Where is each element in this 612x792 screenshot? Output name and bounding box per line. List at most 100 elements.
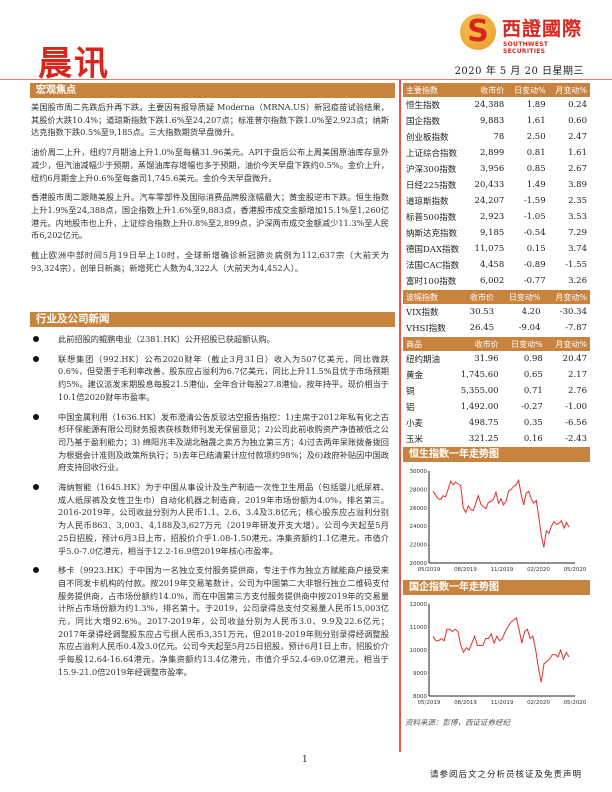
table-cell: 9,883	[479, 116, 505, 126]
table-row: 恒生指数 24,388 1.89 0.24	[403, 97, 590, 113]
table-cell: 498.75	[468, 418, 499, 428]
table-cell: -2.43	[565, 434, 587, 444]
table-row: 黄金 1,745.60 0.65 2.17	[403, 367, 590, 383]
table-cell: 上证综合指数	[406, 149, 458, 159]
news-item: 联想集团（992.HK）公布2020财年（截止3月31日）收入为507亿美元，同…	[31, 353, 389, 404]
table-cell: 玉米	[406, 435, 424, 445]
table-cell: 创业板指数	[406, 133, 449, 143]
disclaimer-note: 请参阅后文之分析员核证及免责声明	[429, 770, 582, 780]
report-date: 2020 年 5 月 20 日星期三	[454, 66, 584, 77]
column-header: 主要指数	[403, 83, 469, 97]
table-cell: 3.53	[568, 212, 587, 222]
page-number: 1	[302, 755, 308, 765]
column-header: 日变动%	[507, 83, 549, 97]
macro-section: 美国股市周二先跌后升再下跌。主要因有报导质疑 Moderna（MRNA.US）新…	[31, 101, 389, 281]
table-cell: 0.15	[526, 244, 546, 254]
y-tick-label: 26000	[410, 506, 428, 512]
table-cell: 2.35	[568, 196, 587, 206]
macro-paragraph: 香港股市周二跟随美股上升。汽车零部件及国际消费品牌股涨幅最大；黄金股逆市下跌。恒…	[31, 192, 389, 241]
table-cell: 1.61	[568, 148, 587, 158]
table-cell: 20,433	[474, 180, 505, 190]
column-header: 月变动%	[543, 290, 590, 304]
logo-emblem-icon	[460, 14, 496, 50]
table-row: 沪深300指数 3,956 0.85 2.67	[403, 161, 590, 177]
table-row: 标普500指数 2,923 -1.05 3.53	[403, 209, 590, 225]
page-title: 晨讯	[38, 44, 110, 84]
table-cell: 4.20	[521, 307, 541, 317]
macro-paragraph: 美国股市周二先跌后升再下跌。主要因有报导质疑 Moderna（MRNA.US）新…	[31, 102, 389, 138]
table-cell: 2,899	[479, 148, 505, 158]
table-cell: 黄金	[406, 371, 424, 381]
x-tick-label: 05/2019	[418, 700, 441, 706]
table-cell: 6,002	[479, 276, 505, 286]
column-header: 收市价	[468, 83, 508, 97]
x-tick-label: 08/2019	[454, 567, 477, 573]
table-cell: 1.49	[526, 180, 546, 190]
y-tick-label: 10000	[410, 648, 428, 654]
table-cell: 富时100指数	[406, 277, 457, 287]
x-tick-label: 05/2020	[564, 567, 587, 573]
table-row: 德国DAX指数 11,075 0.15 3.74	[403, 241, 590, 257]
table-cell: -1.59	[523, 196, 546, 206]
bullet-icon	[33, 413, 39, 420]
table-cell: -1.05	[523, 212, 546, 222]
table-header-row: 波幅指数 收市价 日变动% 月变动%	[403, 290, 590, 304]
y-tick-label: 22000	[410, 543, 428, 549]
bullet-icon	[33, 484, 39, 491]
table-cell: 法国CAC指数	[406, 261, 460, 271]
table-cell: 2,923	[479, 212, 505, 222]
table-cell: 日经225指数	[406, 181, 457, 191]
news-list: 此前招股的鲲鹏电业（2381.HK）公开招股已获超额认购。 联想集团（992.H…	[31, 333, 389, 686]
table-cell: -9.04	[518, 323, 541, 333]
table-cell: 纳斯达克指数	[406, 229, 458, 239]
column-header: 日变动%	[501, 337, 546, 351]
news-heading: 行业及公司新闻	[30, 312, 395, 327]
table-cell: 7.29	[568, 228, 587, 238]
table-row: 上证综合指数 2,899 0.81 1.61	[403, 145, 590, 161]
news-text: 海纳智能（1645.HK）为于中国从事设计及生产制造一次性卫生用品（包括婴儿纸尿…	[58, 482, 389, 556]
table-cell: 0.24	[568, 100, 587, 110]
news-item: 海纳智能（1645.HK）为于中国从事设计及生产制造一次性卫生用品（包括婴儿纸尿…	[31, 481, 389, 557]
y-tick-label: 24000	[410, 524, 428, 530]
table-cell: 0.60	[568, 116, 587, 126]
y-tick-label: 8000	[413, 694, 427, 700]
table-cell: 0.65	[523, 370, 543, 380]
table-row: 富时100指数 6,002 -0.77 3.26	[403, 273, 590, 289]
y-tick-label: 9000	[413, 671, 427, 677]
y-tick-label: 20000	[410, 561, 428, 567]
table-cell: 2.76	[568, 386, 587, 396]
y-tick-label: 28000	[410, 487, 428, 493]
table-row: 铝 1,492.00 -0.27 -1.00	[403, 399, 590, 415]
table-cell: -30.34	[559, 307, 587, 317]
table-cell: 0.85	[526, 164, 546, 174]
table-cell: 5,355.00	[460, 386, 499, 396]
table-cell: -1.00	[565, 402, 587, 412]
table-cell: -0.77	[523, 276, 546, 286]
news-text: 移卡（9923.HK）于中国为一名独立支付服务提供商，专注于作为独立方赋能商户接…	[58, 565, 389, 677]
news-item: 移卡（9923.HK）于中国为一名独立支付服务提供商，专注于作为独立方赋能商户接…	[31, 564, 389, 678]
table-header-row: 主要指数 收市价 日变动% 月变动%	[403, 83, 590, 97]
table-cell: 标普500指数	[406, 213, 457, 223]
table-row: 创业板指数 78 2.50 2.47	[403, 129, 590, 145]
table-cell: 9,185	[479, 228, 505, 238]
table-cell: 3.26	[568, 276, 587, 286]
table-cell: 24,207	[474, 196, 505, 206]
table-cell: 0.81	[526, 148, 546, 158]
column-header: 收市价	[450, 337, 502, 351]
table-cell: 国企指数	[406, 117, 441, 127]
news-text: 中国金属利用（1636.HK）发布澄清公告反驳沽空报告指控：1)主席于2012年…	[58, 411, 389, 473]
column-header: 日变动%	[497, 290, 544, 304]
major-indices-table: 主要指数 收市价 日变动% 月变动% 恒生指数 24,388 1.89 0.24 国企指数 9,8…	[403, 83, 590, 289]
hscei-chart-heading: 国企指数一年走势图	[403, 580, 590, 595]
table-cell: 道琼斯指数	[406, 197, 449, 207]
table-cell: VHSI指数	[406, 324, 446, 334]
data-source: 资料来源：彭博，西证证券经纪	[405, 718, 510, 727]
table-row: 法国CAC指数 4,458 -0.89 -1.55	[403, 257, 590, 273]
table-row: 铜 5,355.00 0.71 2.76	[403, 383, 590, 399]
table-cell: 24,388	[474, 100, 505, 110]
table-row: 玉米 321.25 0.16 -2.43	[403, 431, 590, 447]
x-tick-label: 05/2020	[564, 700, 587, 706]
table-row: VHSI指数 26.45 -9.04 -7.87	[403, 320, 590, 336]
news-text: 此前招股的鲲鹏电业（2381.HK）公开招股已获超额认购。	[58, 334, 275, 344]
table-cell: 78	[493, 132, 505, 142]
